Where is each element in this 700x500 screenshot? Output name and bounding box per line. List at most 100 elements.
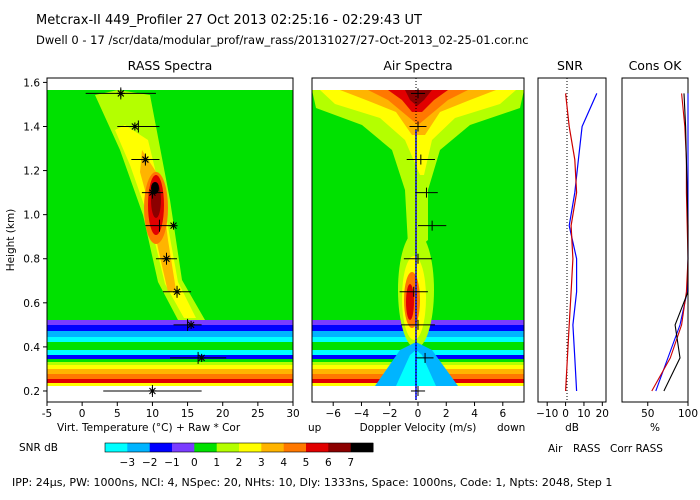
rass-cor-marker	[148, 386, 157, 395]
rass-x-axis-label: Virt. Temperature (°C) + Raw * Cor	[57, 422, 241, 434]
height-tick-label: 0.8	[23, 254, 40, 266]
colorbar-swatch	[105, 443, 128, 452]
colorbar-tick-label: 3	[258, 457, 265, 469]
snr-x-tick-label: 10	[577, 408, 590, 420]
rass-band	[47, 337, 293, 342]
snr-line-rass	[565, 93, 578, 392]
snr-x-axis-label: dB	[565, 422, 579, 434]
rass-cor-marker	[148, 188, 157, 197]
rass-x-tick-label: 0	[79, 408, 86, 420]
snr-x-axis: −10 0 10 20	[536, 402, 609, 420]
air-title: Air Spectra	[383, 58, 452, 73]
colorbar-tick-label: 1	[213, 457, 220, 469]
air-x-tick-label: 6	[499, 408, 506, 420]
cons-title: Cons OK	[629, 58, 683, 73]
air-x-tick-label: −4	[354, 408, 370, 420]
colorbar-tick-label: −2	[142, 457, 157, 469]
rass-x-tick-label: 30	[286, 408, 299, 420]
air-spectra-panel: −6 −4 −2 0 2 4 6 up Doppler Velocity (m/s) dow…	[308, 77, 525, 434]
colorbar-tick-label: −1	[164, 457, 179, 469]
cons-x-axis: 50 100	[641, 402, 698, 420]
rass-band	[47, 325, 293, 331]
colorbar-swatch	[328, 443, 352, 452]
snr-colorbar: −3 −2 −1 0 1 2 3 4 5 6 7	[104, 442, 374, 469]
air-x-axis-up: up	[308, 422, 322, 434]
air-x-tick-label: 4	[471, 408, 478, 420]
rass-cor-marker	[173, 287, 182, 296]
air-markers	[399, 88, 447, 396]
snr-x-tick-label: −10	[536, 408, 558, 420]
colorbar-tick-label: 5	[303, 457, 310, 469]
colorbar-swatch	[306, 443, 329, 452]
rass-x-axis: -5 0 5 10 15 20 25 30	[42, 402, 300, 420]
rass-heatmap-bands	[47, 320, 293, 386]
rass-cor-marker	[187, 320, 196, 329]
colorbar-swatch	[149, 443, 173, 452]
rass-x-tick-label: -5	[42, 408, 52, 420]
cons-x-axis-label: %	[650, 422, 660, 434]
rass-band	[47, 320, 293, 325]
air-x-tick-label: 0	[415, 408, 422, 420]
colorbar-tick-label: 6	[325, 457, 332, 469]
rass-x-tick-label: 10	[146, 408, 159, 420]
height-axis-label: Height (km)	[5, 209, 17, 272]
cons-lines	[651, 93, 689, 392]
legend-corr-rass: Corr RASS	[610, 443, 663, 455]
rass-markers	[85, 87, 227, 397]
legend-air: Air	[548, 443, 563, 455]
colorbar-swatch	[283, 443, 307, 452]
height-tick-label: 1.6	[23, 77, 40, 89]
rass-cor-marker	[141, 155, 150, 164]
rass-x-tick-label: 15	[181, 408, 194, 420]
dwell-path: Dwell 0 - 17 /scr/data/modular_prof/raw_…	[36, 33, 529, 47]
height-tick-label: 0.4	[23, 342, 40, 354]
colorbar-label: SNR dB	[19, 442, 58, 454]
height-tick-label: 1.2	[23, 166, 40, 178]
rass-cor-marker	[162, 254, 171, 263]
colorbar-tick-label: 4	[280, 457, 287, 469]
figure-title: Metcrax-II 449_Profiler 27 Oct 2013 02:2…	[36, 13, 422, 28]
air-x-axis-down: down	[497, 422, 525, 434]
rass-band	[47, 379, 293, 383]
colorbar-tick-label: −3	[120, 457, 135, 469]
cons-frame	[621, 77, 689, 403]
air-x-tick-label: 2	[443, 408, 450, 420]
colorbar-tick-label: 0	[191, 457, 198, 469]
rass-band	[47, 342, 293, 350]
legend-rass: RASS	[573, 443, 601, 455]
colorbar-swatch	[350, 443, 374, 452]
rass-band	[47, 331, 293, 337]
rass-x-tick-label: 25	[251, 408, 264, 420]
snr-lines	[565, 93, 598, 392]
snr-x-tick-label: 20	[596, 408, 609, 420]
rass-band	[47, 355, 293, 359]
snr-x-tick-label: 0	[562, 408, 569, 420]
colorbar-swatch	[261, 443, 285, 452]
air-signal-column	[312, 90, 524, 400]
snr-panel: −10 0 10 20 dB	[536, 77, 609, 434]
height-tick-label: 0.2	[23, 386, 40, 398]
cons-x-tick-label: 100	[678, 408, 698, 420]
rass-band	[47, 362, 293, 365]
rass-spectra-panel: 0.20.40.60.81.01.21.41.6 -5 0 5 10 15 20 25 30 …	[5, 77, 300, 434]
rass-x-tick-label: 20	[216, 408, 229, 420]
rass-band	[47, 369, 293, 374]
rass-signal-ridge	[95, 90, 205, 320]
rass-band	[47, 374, 293, 379]
rass-peak-4	[151, 182, 159, 194]
cons-x-tick-label: 50	[641, 408, 654, 420]
rass-band	[47, 383, 293, 386]
cons-line-corr-rass	[663, 93, 689, 392]
rass-band	[47, 365, 293, 369]
height-axis: 0.2 0.4 0.6 0.8 1.0 1.2 1.4 1.6	[23, 77, 47, 398]
rass-band	[47, 359, 293, 362]
instrument-parameters: IPP: 24µs, PW: 1000ns, NCI: 4, NSpec: 20…	[12, 476, 612, 489]
line-legend: Air RASS Corr RASS	[548, 443, 663, 455]
rass-x-tick-label: 5	[114, 408, 121, 420]
rass-band	[47, 350, 293, 355]
colorbar-swatch	[239, 443, 262, 452]
colorbar-swatch	[127, 443, 151, 452]
rass-cor-marker	[197, 353, 206, 362]
rass-cor-marker	[169, 221, 178, 230]
